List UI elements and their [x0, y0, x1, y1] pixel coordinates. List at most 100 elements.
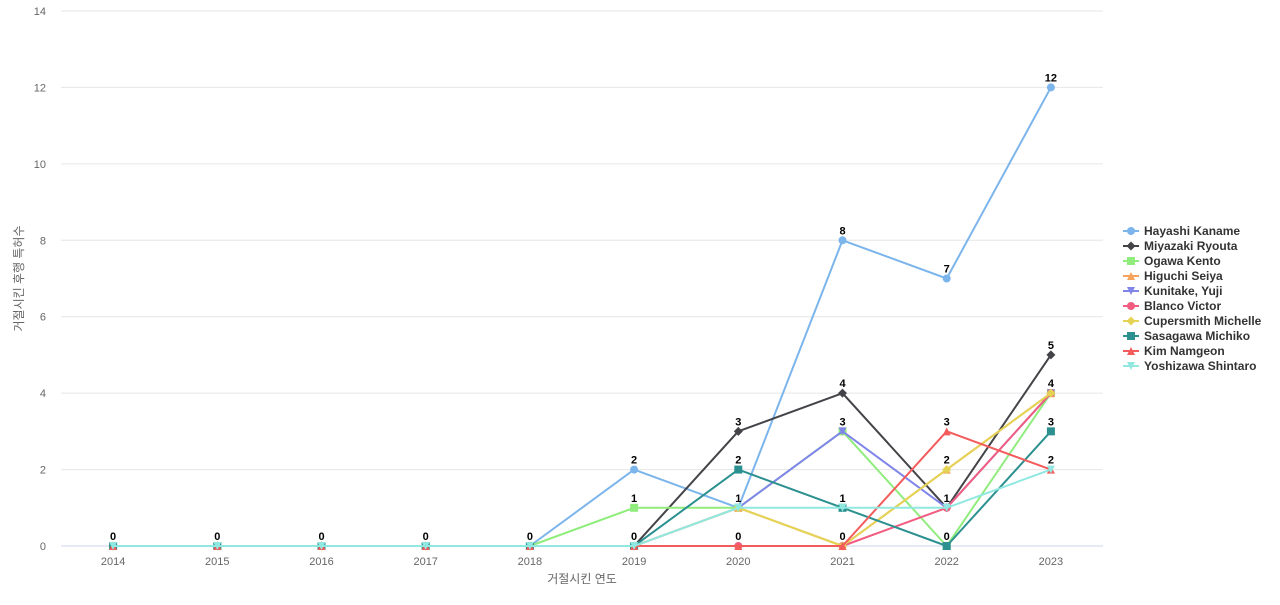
- y-tick-label: 12: [34, 82, 46, 94]
- x-tick-label: 2018: [518, 556, 542, 568]
- legend-item[interactable]: Hayashi Kaname: [1123, 224, 1240, 238]
- x-tick-label: 2020: [726, 556, 750, 568]
- data-label: 1: [735, 493, 741, 505]
- legend-label: Miyazaki Ryouta: [1144, 239, 1238, 253]
- x-tick-label: 2021: [830, 556, 854, 568]
- data-label: 1: [631, 493, 637, 505]
- legend-item[interactable]: Cupersmith Michelle: [1123, 314, 1262, 328]
- data-point: [733, 426, 743, 436]
- x-axis-ticks: 2014 2015 2016 2017 2018 2019 2020 2021 2022 2023: [101, 556, 1063, 568]
- data-label: 12: [1045, 72, 1057, 84]
- data-label: 1: [944, 493, 950, 505]
- y-tick-label: 0: [40, 541, 46, 553]
- legend-item[interactable]: Yoshizawa Shintaro: [1123, 359, 1256, 373]
- x-tick-label: 2017: [413, 556, 437, 568]
- legend-marker: [1127, 332, 1135, 340]
- x-tick-label: 2015: [205, 556, 229, 568]
- series-7: [109, 427, 1055, 550]
- data-label: 0: [214, 531, 220, 543]
- legend-label: Sasagawa Michiko: [1144, 329, 1250, 343]
- legend-item[interactable]: Blanco Victor: [1123, 299, 1221, 313]
- data-label: 0: [839, 531, 845, 543]
- data-label: 4: [839, 378, 846, 390]
- legend-marker: [1127, 257, 1135, 265]
- data-label: 0: [944, 531, 950, 543]
- data-label: 0: [527, 531, 533, 543]
- data-label: 0: [423, 531, 429, 543]
- legend-item[interactable]: Kim Namgeon: [1123, 344, 1225, 358]
- data-point: [942, 274, 951, 283]
- legend-label: Cupersmith Michelle: [1144, 314, 1262, 328]
- data-point: [942, 465, 952, 475]
- series-9: [109, 465, 1055, 550]
- data-point: [630, 542, 639, 550]
- series-line: [113, 430, 1052, 547]
- legend-marker: [1127, 287, 1135, 295]
- data-point: [734, 542, 743, 550]
- legend-label: Yoshizawa Shintaro: [1144, 359, 1256, 373]
- data-point: [109, 542, 118, 550]
- legend-item[interactable]: Kunitake, Yuji: [1123, 284, 1222, 298]
- data-point: [838, 503, 847, 512]
- data-point: [838, 388, 847, 398]
- x-tick-label: 2016: [309, 556, 333, 568]
- legend-label: Higuchi Seiya: [1144, 269, 1223, 283]
- data-label: 3: [839, 416, 845, 428]
- series-8: [109, 427, 1055, 550]
- y-tick-label: 2: [40, 465, 46, 477]
- legend-item[interactable]: Ogawa Kento: [1123, 254, 1221, 268]
- data-point: [838, 236, 847, 245]
- y-axis-title: 거절시킨 후행 특허수: [11, 225, 26, 331]
- data-point: [942, 427, 951, 436]
- data-label: 0: [735, 531, 741, 543]
- data-point: [1046, 388, 1056, 398]
- legend-marker: [1126, 316, 1136, 326]
- data-point: [317, 542, 326, 550]
- legend-label: Hayashi Kaname: [1144, 224, 1240, 238]
- data-label: 2: [1048, 455, 1054, 467]
- legend-marker: [1127, 272, 1135, 280]
- data-label: 0: [318, 531, 324, 543]
- legend-item[interactable]: Miyazaki Ryouta: [1123, 239, 1238, 253]
- data-point: [838, 427, 847, 436]
- legend-marker: [1126, 241, 1136, 251]
- legend-label: Kim Namgeon: [1144, 344, 1225, 358]
- data-point: [942, 503, 951, 512]
- data-point: [213, 542, 222, 550]
- series-lines: [108, 83, 1056, 551]
- x-tick-label: 2019: [622, 556, 646, 568]
- series-line: [113, 354, 1052, 547]
- data-point: [1046, 427, 1055, 436]
- data-point: [734, 465, 743, 474]
- y-axis-ticks: 0 2 4 6 8 10 12 14: [34, 6, 46, 553]
- data-point: [838, 542, 847, 550]
- data-label: 2: [944, 455, 950, 467]
- data-label: 0: [110, 531, 116, 543]
- legend-label: Kunitake, Yuji: [1144, 284, 1222, 298]
- legend-marker: [1127, 347, 1135, 355]
- legend-item[interactable]: Higuchi Seiya: [1123, 269, 1223, 283]
- legend-item[interactable]: Sasagawa Michiko: [1123, 329, 1250, 343]
- data-label: 1: [839, 493, 845, 505]
- data-label: 8: [839, 225, 845, 237]
- data-label: 0: [631, 531, 637, 543]
- y-tick-label: 4: [40, 388, 46, 400]
- data-point: [525, 542, 534, 550]
- data-point: [942, 542, 951, 550]
- x-tick-label: 2023: [1039, 556, 1063, 568]
- data-point: [630, 465, 639, 474]
- data-point: [1046, 350, 1056, 360]
- data-label: 7: [944, 264, 950, 276]
- legend-marker: [1127, 362, 1135, 370]
- legend-label: Ogawa Kento: [1144, 254, 1221, 268]
- legend-marker: [1127, 302, 1135, 310]
- legend-label: Blanco Victor: [1144, 299, 1221, 313]
- data-label: 2: [735, 455, 741, 467]
- data-labels: 0 0 0 0 0 2 1 0 3 2 1 0 8 4 3 1 0 7 3 2 1 0 12 5 4 3 2: [110, 72, 1057, 543]
- x-tick-label: 2014: [101, 556, 125, 568]
- data-point: [421, 542, 430, 550]
- x-tick-label: 2022: [934, 556, 958, 568]
- data-label: 3: [1048, 416, 1054, 428]
